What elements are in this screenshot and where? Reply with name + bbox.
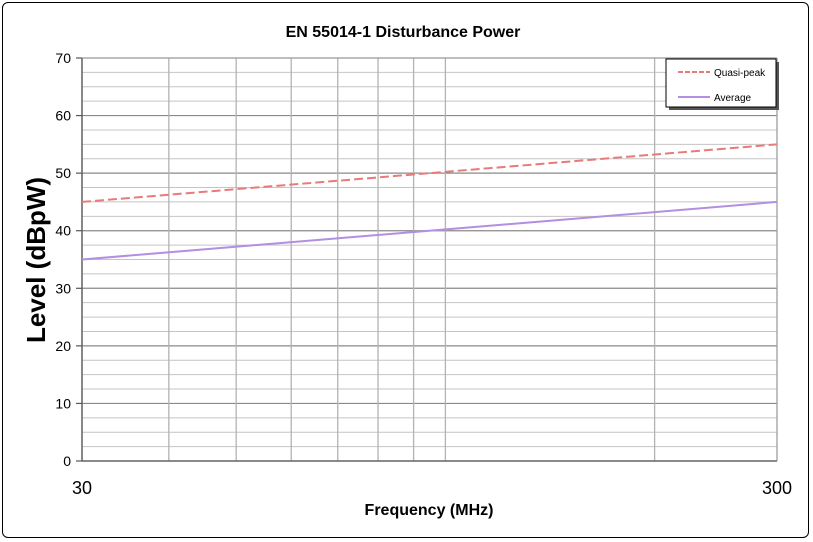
x-axis-label: Frequency (MHz) [365, 502, 494, 519]
x-tick-label: 30 [72, 478, 92, 498]
y-tick-label: 10 [55, 395, 71, 411]
tick-labels: 0 10 20 30 40 50 60 70 30 300 [55, 50, 792, 498]
y-tick-label: 20 [55, 338, 71, 354]
y-tick-label: 50 [55, 165, 71, 181]
legend-box [665, 58, 777, 108]
y-tick-label: 60 [55, 108, 71, 124]
grid [81, 57, 778, 462]
y-tick-label: 0 [63, 453, 71, 469]
y-tick-label: 70 [55, 50, 71, 66]
series-line-average [81, 200, 778, 261]
y-tick-label: 30 [55, 280, 71, 296]
x-tick-label: 300 [762, 478, 792, 498]
y-tick-label: 40 [55, 223, 71, 239]
legend-label: Average [714, 93, 752, 104]
legend-label: Quasi-peak [714, 68, 766, 79]
y-axis-label: Level (dBpW) [21, 177, 51, 343]
series-layer [81, 143, 778, 261]
chart-title: EN 55014-1 Disturbance Power [286, 24, 521, 41]
legend: Quasi-peak Average [665, 58, 779, 110]
